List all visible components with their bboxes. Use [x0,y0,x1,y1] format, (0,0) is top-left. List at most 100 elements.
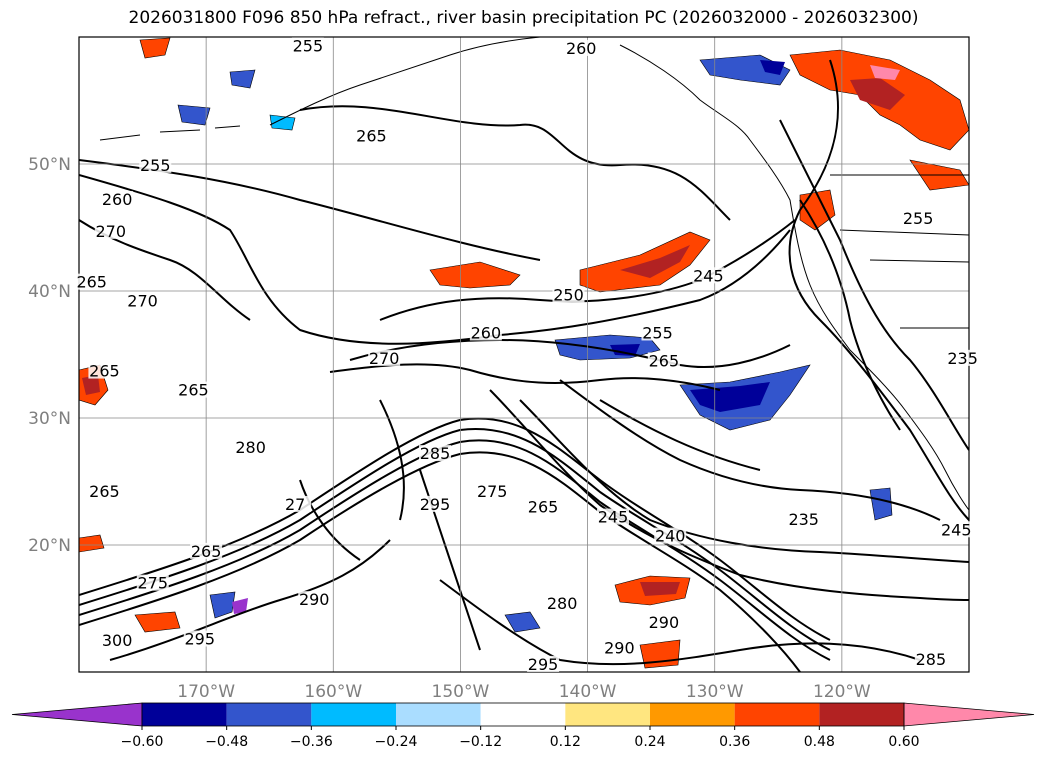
precip-blob [229,69,256,89]
contour-line [79,159,541,261]
contour-label: 265 [528,497,559,516]
contour-label-bg [647,614,680,631]
contour-line [799,199,901,431]
contour-label-bg [654,527,687,544]
contour-label: 290 [604,638,635,657]
contour-label: 290 [299,590,330,609]
contour-label-bg [368,349,401,366]
contour-label-bg [88,483,121,500]
lon-label: 130°W [686,682,744,702]
precip-blob [232,598,248,614]
contour-line [779,119,969,451]
colorbar-tick-label: −0.48 [205,734,248,750]
contour-label: 270 [96,222,127,241]
contour-label-bg [279,495,312,512]
colorbar-extend-high [903,702,1035,727]
contour-label: 255 [642,323,673,342]
contour-label: 255 [140,156,171,175]
colorbar: −0.60 −0.48 −0.36 −0.24 −0.12 0.12 0.24 0.36 0.4… [11,702,1035,750]
colorbar-tick-label: 0.36 [719,734,750,750]
contour-label: 245 [598,508,629,527]
lon-label: 170°W [177,682,235,702]
contour-label: 260 [102,190,133,209]
contour-line [79,439,831,661]
colorbar-segment [311,703,396,726]
precip-blob [79,534,105,553]
colorbar-tick-label: 0.24 [634,734,665,750]
contour-label: 255 [903,209,934,228]
contour-line [349,338,791,369]
precip-blob [429,261,521,289]
contour-label-bg [88,362,121,379]
contour-label-bg [291,37,324,54]
contour-line [299,105,731,221]
contour-label: 295 [420,495,451,514]
contour-labels: 255 260 265 255 260 270 265 270 245 250 255 260 255 2… [75,36,979,674]
lon-label: 120°W [813,682,871,702]
contour-line [788,59,969,521]
contour-label-bg [641,324,674,341]
contour-label: 265 [649,351,680,370]
contour-label: 255 [293,36,324,55]
lat-label: 50°N [28,155,71,175]
contour-label: 260 [471,323,502,342]
contour-line [559,379,941,521]
precip-blob [177,104,211,126]
contour-label-bg [946,349,979,366]
colorbar-segment [142,703,227,726]
map-title: 2026031800 F096 850 hPa refract., river … [128,8,919,28]
contour-label-bg [419,445,451,462]
contour-label-bg [75,273,108,290]
contour-label: 245 [693,266,724,285]
contour-label: 235 [947,349,978,368]
contour-line [329,363,721,391]
contour-label-bg [183,630,216,647]
colorbar-segment [819,703,904,726]
coastline-alaska [269,37,541,126]
contour-label-bg [469,324,502,341]
contour-label: 265 [76,273,107,292]
precip-blob [134,611,181,633]
contour-line [299,479,361,561]
contour-label-bg [476,483,509,500]
precip-blob [690,382,770,412]
contour-label-bg [234,438,267,455]
contour-label-bg [902,210,935,227]
colorbar-segment [650,703,735,726]
contour-label: 280 [235,438,266,457]
contour-label-bg [546,594,579,611]
lat-label: 40°N [28,282,71,302]
contour-label: 270 [369,349,400,368]
contour-line [439,579,921,666]
contour-label: 240 [655,527,686,546]
contour-label: 260 [566,39,597,58]
colorbar-segment [226,703,312,726]
longitude-labels: 170°W 160°W 150°W 140°W 130°W 120°W [177,682,871,702]
colorbar-frame [141,702,905,727]
contour-label: 27 [285,495,305,514]
refractivity-contours [79,59,969,672]
aleutian-islands [99,125,241,141]
contour-label-bg [190,542,223,559]
contour-label: 275 [477,482,508,501]
contour-line [109,539,391,661]
colorbar-tick-label: −0.24 [375,734,418,750]
colorbar-segment [396,703,481,726]
contour-label-bg [692,267,725,284]
contour-label: 290 [649,613,680,632]
contour-label-bg [101,191,134,208]
precip-blob [269,114,296,131]
precip-blob [620,245,690,278]
lon-label: 150°W [432,682,490,702]
contour-label: 250 [553,285,584,304]
precip-blob [579,231,711,293]
colorbar-segment [480,703,566,726]
contour-label: 295 [528,655,559,674]
precip-blob [139,37,171,59]
contour-label-bg [914,650,947,667]
contour-label: 300 [102,631,133,650]
contour-line [519,399,969,563]
contour-label-bg [355,127,388,144]
lat-label: 20°N [28,536,71,556]
